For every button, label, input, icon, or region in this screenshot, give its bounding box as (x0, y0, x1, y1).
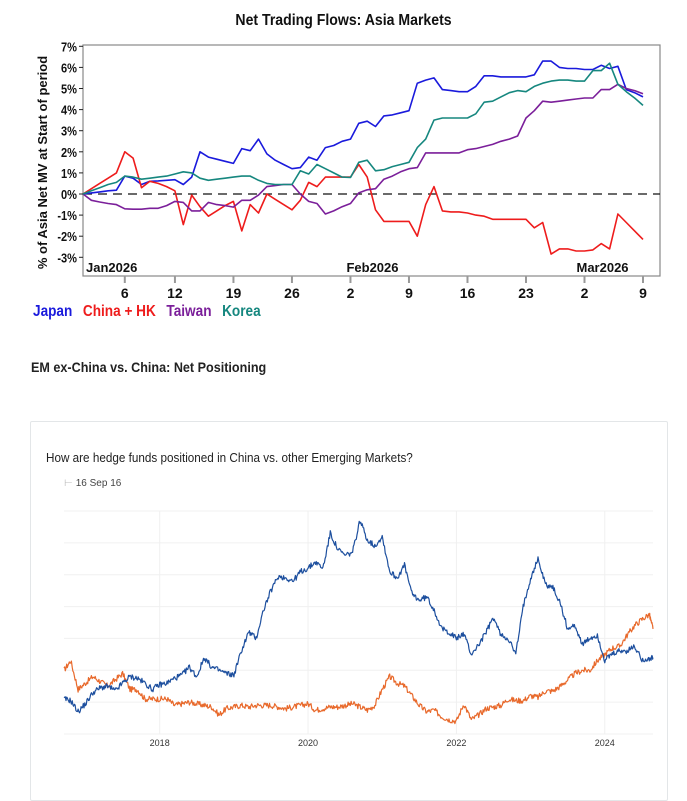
date-marker-icon: ⊢ (64, 478, 73, 489)
asia-flows-chart: 7% 6% 5% 4% 3% 2% 1% 0% -1% -2% -3% 6 12 19 26 2 9 16 23 2 9… (35, 39, 661, 300)
month-label: Jan2026 (86, 260, 137, 275)
series-line-korea (82, 62, 644, 195)
y-axis-label: % of Asia Net MV at Start of period (35, 56, 50, 269)
series-line-japan (82, 60, 644, 195)
hover-date-label: ⊢ 16 Sep 16 (64, 478, 121, 489)
x-tick-label: 12 (167, 285, 183, 300)
legend-korea: Korea (222, 303, 261, 320)
x-tick-label: 9 (639, 285, 647, 300)
y-tick-label: 6% (61, 61, 77, 76)
series-line-em-ex-china (63, 520, 654, 714)
x-tick-label: 9 (405, 285, 413, 300)
x-tick-label: 2020 (298, 738, 318, 748)
y-tick-label: 2% (61, 145, 77, 160)
x-tick-label: 19 (226, 285, 242, 300)
x-tick-label: 2022 (446, 738, 466, 748)
month-label: Feb2026 (346, 260, 398, 275)
x-tick-label: 2 (581, 285, 589, 300)
month-label: Mar2026 (576, 260, 628, 275)
card-chart-title: How are hedge funds positioned in China … (46, 450, 413, 465)
chart-card (30, 421, 668, 801)
y-tick-label: 5% (61, 82, 77, 97)
y-tick-label: -3% (57, 250, 77, 265)
positioning-chart: 2018 2020 2022 2024 (63, 510, 654, 748)
x-tick-label: 2018 (150, 738, 170, 748)
y-tick-label: -1% (57, 208, 77, 223)
series-line-china-hk (82, 151, 644, 255)
legend-china-hk: China + HK (82, 303, 156, 320)
y-tick-label: 4% (61, 103, 77, 118)
y-tick-label: -2% (57, 229, 77, 244)
series-line-taiwan (82, 83, 644, 215)
plot-frame (82, 44, 661, 277)
chart-title: Net Trading Flows: Asia Markets (235, 12, 452, 29)
series-line-china (63, 612, 654, 725)
legend-taiwan: Taiwan (166, 303, 212, 320)
x-tick-label: 23 (518, 285, 534, 300)
section-title: EM ex-China vs. China: Net Positioning (31, 359, 267, 375)
x-tick-label: 16 (460, 285, 476, 300)
x-tick-label: 2024 (595, 738, 615, 748)
date-value: 16 Sep 16 (75, 478, 122, 489)
y-tick-label: 0% (61, 187, 77, 202)
y-tick-label: 3% (61, 124, 77, 139)
y-tick-label: 1% (61, 166, 77, 181)
x-tick-label: 26 (284, 285, 300, 300)
y-tick-label: 7% (61, 39, 77, 54)
x-tick-label: 2 (347, 285, 355, 300)
chart-legend: Japan China + HK Taiwan Korea (33, 303, 267, 321)
legend-japan: Japan (33, 303, 73, 320)
x-tick-label: 6 (121, 285, 129, 300)
